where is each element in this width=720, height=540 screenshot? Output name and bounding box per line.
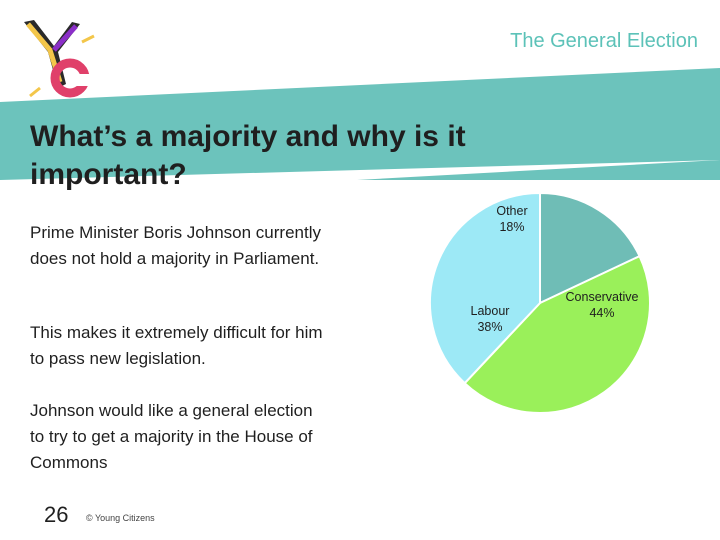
copyright-text: © Young Citizens	[86, 513, 155, 523]
pie-chart: Other 18% Conservative 44% Labour 38%	[429, 191, 651, 414]
body-paragraph-1: Prime Minister Boris Johnson currently d…	[30, 223, 321, 268]
slice-value-labour: 38%	[477, 320, 502, 334]
page-number: 26	[44, 502, 69, 527]
pie-slice-other	[539, 191, 641, 305]
slice-label-other: Other	[496, 204, 527, 218]
pie-slice-conservative	[463, 254, 651, 414]
body-paragraph-2: This makes it extremely difficult for hi…	[30, 323, 323, 368]
slide-title: What’s a majority and why is it importan…	[30, 120, 466, 191]
slice-label-labour: Labour	[471, 304, 510, 318]
presentation-title: The General Election	[510, 30, 698, 52]
pie-slice-labour	[429, 191, 541, 385]
young-citizens-logo	[24, 20, 95, 98]
slice-value-conservative: 44%	[589, 306, 614, 320]
slice-value-other: 18%	[499, 220, 524, 234]
slice-label-conservative: Conservative	[566, 290, 639, 304]
chart-panel: Other 18% Conservative 44% Labour 38%	[357, 180, 720, 452]
body-paragraph-3: Johnson would like a general election to…	[30, 401, 313, 472]
